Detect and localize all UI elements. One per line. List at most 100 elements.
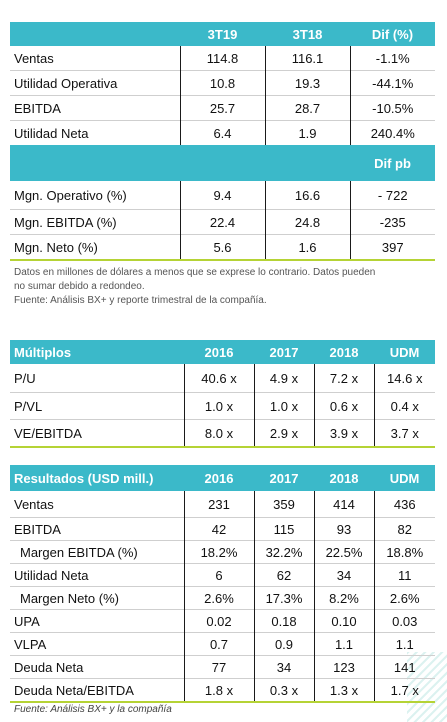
header-cell-udm: UDM [374,465,435,491]
cell: 0.7 [183,632,254,656]
cell: 10.8 [179,70,265,96]
table-row: Utilidad Operativa 10.8 19.3 -44.1% [10,70,435,96]
cell: 123 [313,655,374,679]
results-table: Resultados (USD mill.) 2016 2017 2018 UD… [10,465,435,703]
table-row: VE/EBITDA 8.0 x 2.9 x 3.9 x 3.7 x [10,419,435,448]
table-row: Utilidad Neta 6 62 34 11 [10,563,435,587]
cell: 77 [183,655,254,679]
row-label: Mgn. Neto (%) [10,234,180,261]
cell: 0.10 [313,609,374,633]
cell: 114.8 [179,46,265,71]
row-label: Margen Neto (%) [10,586,184,610]
header-cell-2016: 2016 [184,465,254,491]
cell: 34 [253,655,314,679]
table-row: Utilidad Neta 6.4 1.9 240.4% [10,120,435,145]
row-label: P/VL [10,392,184,420]
row-label: Utilidad Operativa [10,70,180,96]
cell: 141 [373,655,435,679]
cell: 1.1 [313,632,374,656]
table-header-row: Resultados (USD mill.) 2016 2017 2018 UD… [10,465,435,491]
cell: 116.1 [264,46,350,71]
cell: 18.8% [373,540,435,564]
cell: 1.7 x [373,678,435,703]
cell: 115 [253,517,314,541]
cell: 42 [183,517,254,541]
cell: 1.6 [264,234,350,261]
table-row: EBITDA 25.7 28.7 -10.5% [10,95,435,121]
header-cell-2018: 2018 [314,340,374,364]
cell: 0.6 x [313,392,374,420]
table-row: Mgn. EBITDA (%) 22.4 24.8 -235 [10,209,435,235]
cell: 22.5% [313,540,374,564]
header-cell-dif: Dif (%) [350,22,435,46]
cell: 17.3% [253,586,314,610]
cell: 5.6 [179,234,265,261]
cell: 24.8 [264,209,350,235]
header-cell-2017: 2017 [254,340,314,364]
table-row: P/VL 1.0 x 1.0 x 0.6 x 0.4 x [10,392,435,420]
cell: 0.02 [183,609,254,633]
row-label: P/U [14,370,36,386]
table-row: Ventas 231 359 414 436 [10,491,435,518]
header-cell [10,22,180,46]
table-subheader-row: Dif pb [10,145,435,181]
cell: 18.2% [183,540,254,564]
cell: 436 [373,491,435,518]
multiples-table: Múltiplos 2016 2017 2018 UDM P/U 40.6 x … [10,340,435,448]
cell: 8.2% [313,586,374,610]
cell: 397 [349,234,435,261]
cell: 6 [183,563,254,587]
header-cell-multiplos: Múltiplos [10,340,184,364]
cell: 22.4 [179,209,265,235]
quarterly-results-table: 3T19 3T18 Dif (%) Ventas 114.8 116.1 -1.… [10,22,435,261]
cell: 1.8 x [183,678,254,703]
cell: 1.3 x [313,678,374,703]
cell: -44.1% [349,70,435,96]
cell: 7.2 x [313,364,374,393]
cell: -235 [349,209,435,235]
cell: 231 [183,491,254,518]
header-cell-3t18: 3T18 [265,22,350,46]
table-row: UPA 0.02 0.18 0.10 0.03 [10,609,435,633]
row-label: VE/EBITDA [10,419,184,448]
table-row: Ventas 114.8 116.1 -1.1% [10,46,435,71]
table-row: Deuda Neta 77 34 123 141 [10,655,435,679]
footnote-source: Fuente: Análisis BX+ y reporte trimestra… [14,295,267,306]
cell: 25.7 [179,95,265,121]
cell: 3.7 x [373,419,435,448]
table-row: Margen EBITDA (%) 18.2% 32.2% 22.5% 18.8… [10,540,435,564]
cell: 0.9 [253,632,314,656]
header-cell-3t19: 3T19 [180,22,265,46]
table-header-row: 3T19 3T18 Dif (%) [10,22,435,46]
cell: 4.9 x [253,364,314,393]
cell: 62 [253,563,314,587]
row-label: Utilidad Neta [10,563,184,587]
cell: 8.0 x [183,419,254,448]
footnote: Datos en millones de dólares a menos que… [14,266,434,308]
source-note: Fuente: Análisis BX+ y la compañía [14,704,172,715]
cell: 11 [373,563,435,587]
footnote-line-1: Datos en millones de dólares a menos que… [14,267,376,278]
cell: 359 [253,491,314,518]
cell: 0.03 [373,609,435,633]
row-label: EBITDA [10,95,180,121]
row-label: Ventas [14,496,54,512]
cell: 414 [313,491,374,518]
row-label: Mgn. Operativo (%) [14,187,127,203]
row-label: EBITDA [10,517,184,541]
cell: 16.6 [264,181,350,210]
header-cell-udm: UDM [374,340,435,364]
row-label: Deuda Neta [10,655,184,679]
table-row: Mgn. Neto (%) 5.6 1.6 397 [10,234,435,261]
cell: 0.3 x [253,678,314,703]
row-label: Ventas [14,50,54,66]
cell: 32.2% [253,540,314,564]
row-label: Deuda Neta/EBITDA [10,678,184,703]
cell: 240.4% [349,120,435,145]
cell: - 722 [349,181,435,210]
table-row: Margen Neto (%) 2.6% 17.3% 8.2% 2.6% [10,586,435,610]
row-label: Mgn. EBITDA (%) [10,209,180,235]
row-label: Margen EBITDA (%) [10,540,184,564]
cell: 19.3 [264,70,350,96]
row-label: Utilidad Neta [10,120,180,145]
